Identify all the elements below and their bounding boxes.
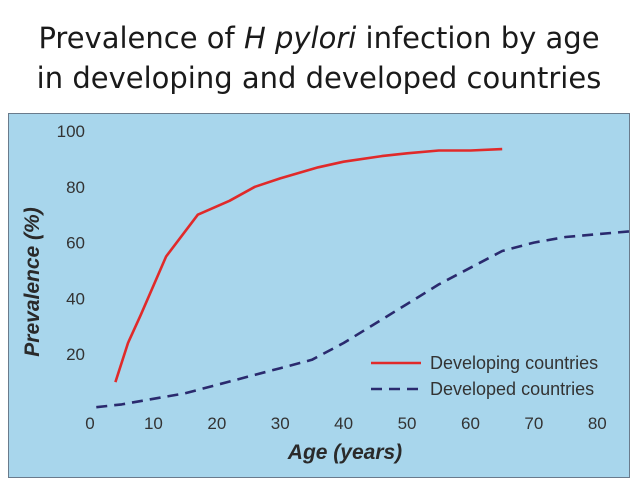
title-suffix: infection by age (356, 21, 600, 55)
y-tick-label: 100 (57, 122, 85, 141)
developing-series-line (114, 147, 503, 383)
x-tick-labels: 0 10 20 30 40 50 60 70 80 (85, 414, 606, 433)
legend-label: Developing countries (430, 353, 598, 373)
series-layer (96, 147, 629, 409)
title-line-1: Prevalence of H pylori infection by age (0, 18, 638, 58)
y-tick-labels: 20 40 60 80 100 (57, 122, 85, 364)
x-tick-label: 80 (588, 414, 607, 433)
x-tick-label: 0 (85, 414, 94, 433)
x-tick-label: 30 (271, 414, 290, 433)
title-prefix: Prevalence of (38, 21, 244, 55)
title-line-2: in developing and developed countries (36, 61, 602, 95)
x-axis-label: Age (years) (287, 441, 402, 464)
x-tick-label: 20 (207, 414, 226, 433)
slide-title: Prevalence of H pylori infection by age … (0, 18, 638, 98)
y-tick-label: 20 (66, 345, 85, 364)
x-tick-label: 60 (461, 414, 480, 433)
title-emphasis: H pylori (243, 21, 357, 55)
x-tick-label: 50 (398, 414, 417, 433)
x-tick-label: 70 (524, 414, 543, 433)
y-tick-label: 60 (66, 234, 85, 253)
line-chart: 0 10 20 30 40 50 60 70 80 20 40 60 80 100 Developing… (21, 122, 629, 464)
chart-frame: 0 10 20 30 40 50 60 70 80 20 40 60 80 100 Developing… (8, 113, 630, 478)
developed-series-line (96, 230, 629, 409)
y-axis-label: Prevalence (%) (21, 207, 44, 356)
x-tick-label: 40 (334, 414, 353, 433)
y-tick-label: 80 (66, 178, 85, 197)
y-tick-label: 40 (66, 289, 85, 308)
legend-label: Developed countries (430, 379, 594, 399)
legend: Developing countries Developed countries (371, 353, 598, 399)
x-tick-label: 10 (144, 414, 163, 433)
